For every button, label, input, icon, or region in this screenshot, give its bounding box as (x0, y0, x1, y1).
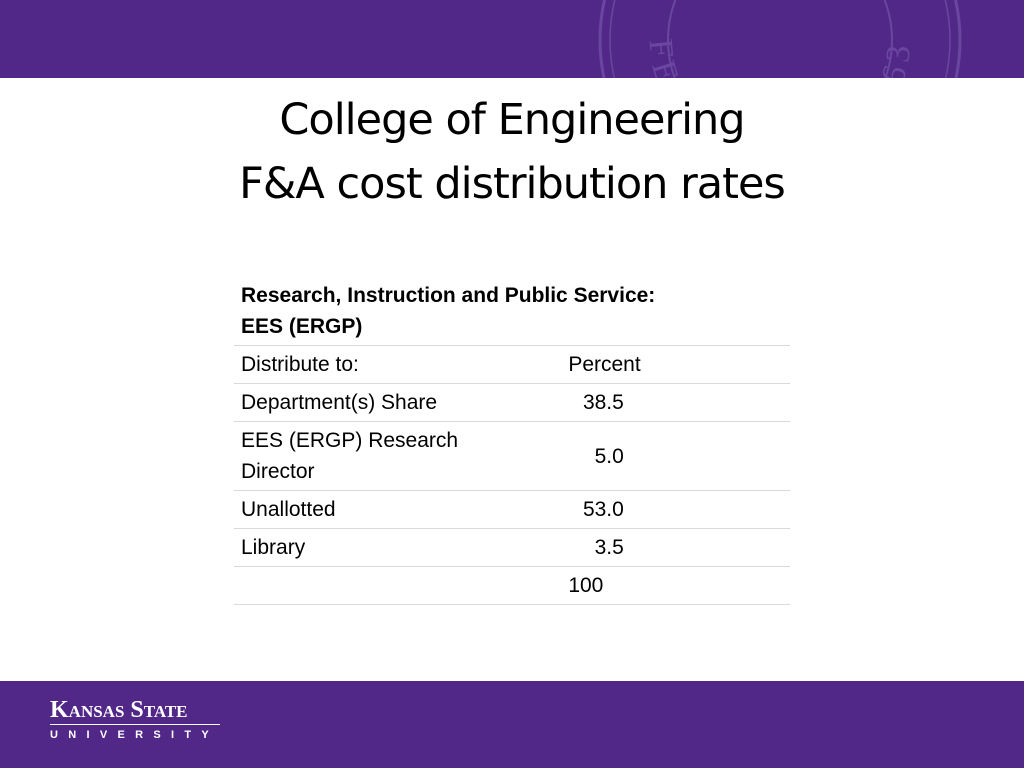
row-label: Unallotted (234, 490, 562, 529)
kansas-state-logo: Kansas State UNIVERSITY (50, 697, 220, 742)
row-spacer (630, 421, 790, 491)
row-value: 53.0 (561, 490, 631, 529)
row-value: 3.5 (561, 528, 631, 567)
row-value: 38.5 (561, 383, 631, 422)
top-banner: FEBRUARY 16, 1863 (0, 0, 1024, 78)
row-label-line-1: EES (ERGP) Research (241, 429, 459, 452)
col-label-header: Distribute to: (234, 345, 562, 384)
table-row: EES (ERGP) Research Director 5.0 (234, 421, 790, 491)
table-row: Library 3.5 (234, 528, 790, 567)
column-header-row: Distribute to: Percent (234, 345, 790, 384)
row-value: 5.0 (561, 421, 631, 491)
row-label: Library (234, 528, 562, 567)
logo-wordmark: Kansas State (50, 697, 220, 723)
col-percent-header: Percent (561, 345, 790, 384)
row-spacer (630, 490, 790, 529)
distribution-table: Research, Instruction and Public Service… (234, 277, 790, 605)
row-label: EES (ERGP) Research Director (234, 421, 562, 491)
row-spacer (630, 528, 790, 567)
total-row: 100 (234, 566, 790, 605)
table-header-line-2: EES (ERGP) (241, 315, 363, 338)
row-label: Department(s) Share (234, 383, 562, 422)
logo-subtext: UNIVERSITY (50, 729, 220, 741)
logo-divider (50, 724, 220, 725)
table-header-line-1: Research, Instruction and Public Service… (241, 284, 656, 307)
seal-text: FEBRUARY 16, 1863 (641, 37, 912, 78)
logo-main-text: Kansas State (50, 697, 188, 723)
table-row: Unallotted 53.0 (234, 490, 790, 529)
table-header: Research, Instruction and Public Service… (234, 277, 790, 346)
title-line-1: College of Engineering (279, 95, 745, 145)
row-label-line-2: Director (241, 460, 315, 483)
total-label-empty (234, 566, 562, 605)
row-spacer (630, 383, 790, 422)
university-seal-watermark: FEBRUARY 16, 1863 (598, 0, 962, 78)
table-header-row: Research, Instruction and Public Service… (234, 277, 790, 346)
slide-title: College of Engineering F&A cost distribu… (0, 88, 1024, 216)
title-line-2: F&A cost distribution rates (239, 159, 786, 209)
svg-text:FEBRUARY 16, 1863: FEBRUARY 16, 1863 (641, 37, 918, 78)
total-value: 100 (561, 566, 790, 605)
table-row: Department(s) Share 38.5 (234, 383, 790, 422)
